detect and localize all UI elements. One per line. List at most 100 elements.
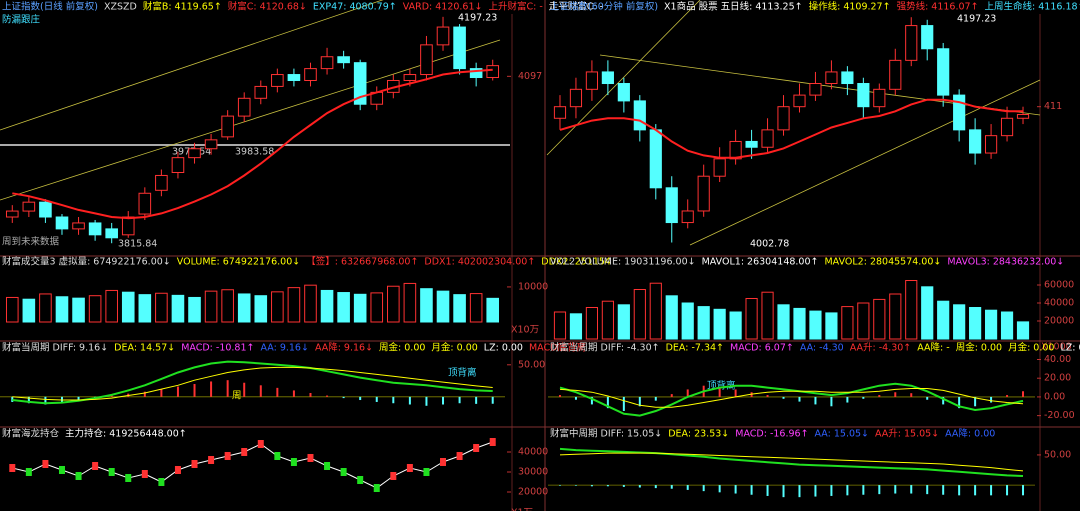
volume-bar	[569, 313, 583, 340]
candle-body	[921, 25, 934, 50]
candle-body	[204, 139, 218, 150]
header-item: 财富当周期 DIFF: 9.16↓	[2, 342, 108, 354]
candle-body	[221, 115, 234, 138]
header-item: 月金: 0.00	[1008, 342, 1054, 354]
candle-body	[337, 56, 350, 64]
header-item: 【签】: 632667968.00↑	[306, 256, 418, 268]
volume-bar	[697, 306, 710, 340]
candle-body	[420, 44, 433, 76]
position-marker	[274, 452, 281, 460]
candle-body	[138, 192, 152, 215]
y-tick-label: 20000	[518, 487, 548, 498]
position-marker	[191, 460, 198, 468]
volume-bar	[403, 282, 417, 323]
candle-body	[905, 25, 918, 61]
y-tick-label: 60000	[1044, 280, 1074, 291]
candle-body	[681, 210, 694, 224]
position-marker	[241, 448, 248, 456]
candle-body	[320, 56, 334, 70]
header-item: 财富成交量3 虚拟量: 674922176.00↓	[2, 256, 171, 268]
candle-body	[287, 74, 301, 81]
header-item: VOLUME: 674922176.00↓	[177, 257, 300, 268]
volume-bar	[665, 295, 678, 340]
header-item: DEA: 23.53↓	[668, 429, 729, 440]
y-tick-label: 10000	[518, 281, 548, 292]
position-marker	[373, 484, 380, 492]
moving-average	[559, 98, 1023, 159]
header-item: 上周生命线: 4116.18↑	[985, 1, 1080, 13]
volume-bar	[55, 296, 69, 323]
candle-body	[22, 201, 36, 212]
volume-bar	[469, 293, 483, 323]
y-tick-label: 50.00	[1044, 449, 1071, 460]
candle-body	[271, 74, 284, 87]
position-marker	[390, 472, 397, 480]
volume-bar	[585, 307, 599, 340]
candle-body	[1000, 117, 1014, 137]
candle-body	[121, 216, 135, 236]
trend-line	[546, 0, 701, 156]
volume-bar	[370, 292, 384, 323]
candle-body	[937, 48, 950, 96]
header-item: 财富B: 4119.65↑	[143, 1, 222, 13]
candle-body	[39, 201, 52, 218]
position-marker	[92, 462, 99, 470]
volume-bar	[271, 291, 284, 323]
candle-body	[713, 158, 726, 177]
candle-body	[55, 216, 69, 230]
volume-bar	[436, 290, 450, 323]
candle-body	[617, 83, 630, 102]
header-item: AA: -4.30	[800, 343, 844, 354]
header-item: 主力持仓: 419256448.00↑	[65, 428, 187, 440]
position-marker	[25, 468, 32, 476]
y-tick-label: 40000	[1044, 298, 1074, 309]
volume-bar	[873, 298, 886, 340]
volume-bar	[825, 312, 838, 340]
candle-body	[304, 68, 317, 81]
candle-body	[729, 140, 742, 160]
header-item: AA升: 15.05↓	[875, 429, 939, 440]
header-item: 财富C: 4120.68↓	[228, 1, 307, 13]
candle-body	[155, 174, 168, 191]
position-marker	[224, 452, 231, 460]
annotation: 3815.84	[118, 239, 157, 250]
candle-body	[825, 71, 838, 85]
candle-body	[254, 85, 268, 99]
header-item: LZ: 0.00	[484, 343, 523, 354]
y-tick-label: 50.00	[518, 359, 545, 370]
candle-body	[969, 129, 982, 154]
position-marker	[174, 466, 181, 474]
candle-body	[953, 94, 966, 131]
volume-bar	[304, 284, 317, 323]
volume-bar	[681, 302, 694, 340]
position-marker	[406, 464, 413, 472]
header-item: 财富当周期 DIFF: -4.30↑	[550, 342, 660, 354]
header-item: 强势线: 4116.07↑	[897, 1, 979, 13]
position-marker	[141, 470, 148, 478]
volume-bar	[777, 304, 790, 340]
candle-body	[403, 74, 417, 81]
volume-bar	[39, 293, 52, 323]
candle-body	[353, 62, 367, 105]
y-tick-label: 4097	[518, 71, 542, 82]
y-tick-label: 411	[1044, 101, 1062, 112]
dea-line	[559, 452, 1024, 472]
candle-body	[761, 129, 774, 148]
volume-bar	[649, 282, 662, 340]
position-marker	[75, 472, 82, 480]
position-marker	[440, 458, 447, 466]
y-tick-label: 0.00	[1044, 391, 1065, 402]
header-item: MACD: -16.96↑	[735, 429, 808, 440]
volume-bar	[1000, 311, 1014, 340]
volume-bar	[969, 307, 982, 340]
position-marker	[42, 460, 49, 468]
volume-bar	[254, 295, 268, 323]
volume-bar	[905, 280, 918, 340]
candle-body	[873, 88, 886, 108]
candle-body	[601, 71, 614, 85]
volume-bar	[857, 302, 870, 340]
candle-body	[486, 65, 500, 79]
annotation: 4197.23	[957, 14, 996, 25]
header-item: AA升: -4.30↑	[850, 343, 912, 354]
y-tick-label: 20.00	[1044, 373, 1071, 384]
